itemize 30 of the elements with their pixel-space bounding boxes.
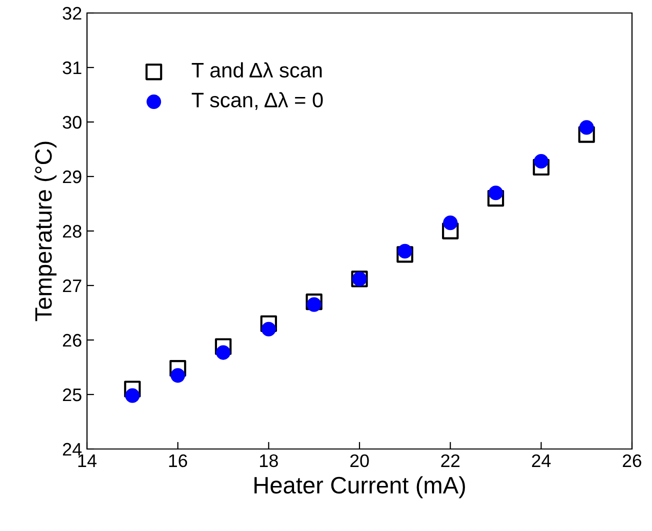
point — [170, 368, 186, 383]
x-tick-label: 14 — [78, 454, 97, 467]
point — [488, 186, 504, 200]
legend-label: T scan, Δλ = 0 — [192, 92, 323, 110]
point — [443, 216, 458, 230]
point — [398, 244, 412, 258]
point — [306, 297, 322, 312]
x-axis-title: Heater Current (mA) — [254, 476, 465, 498]
y-tick-label: 28 — [62, 224, 82, 238]
point — [534, 154, 548, 169]
y-axis-title: Temperature (°C) — [34, 142, 56, 322]
legend-label: T and Δλ scan — [192, 62, 322, 78]
point — [579, 120, 594, 135]
y-tick-label: 30 — [62, 116, 82, 129]
x-tick-label: 18 — [260, 454, 278, 468]
y-tick-label: 24 — [62, 442, 82, 456]
x-tick-label: 24 — [532, 454, 551, 467]
y-tick-label: 25 — [62, 388, 82, 402]
y-tick-label: 27 — [62, 279, 82, 292]
y-tick-label: 32 — [62, 6, 82, 20]
x-tick-label: 26 — [622, 454, 642, 468]
point — [216, 345, 231, 360]
point — [261, 322, 276, 336]
y-tick-label: 29 — [62, 170, 82, 184]
y-tick-label: 26 — [62, 334, 82, 347]
point — [125, 388, 140, 403]
x-tick-label: 22 — [441, 454, 460, 467]
x-tick-label: 16 — [169, 454, 188, 468]
x-tick-label: 20 — [350, 454, 369, 468]
y-tick-label: 31 — [62, 61, 82, 74]
